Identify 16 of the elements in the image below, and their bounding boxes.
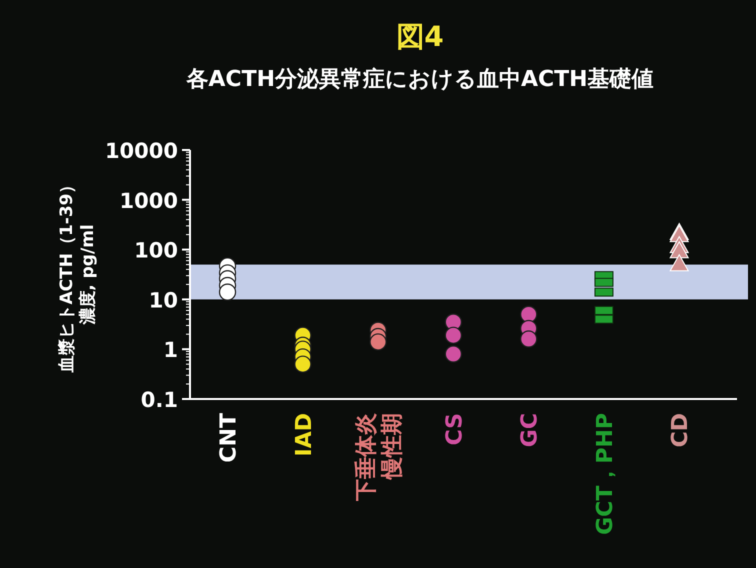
x-tick-label: GC: [518, 413, 543, 448]
y-tick-label: 0.1: [140, 388, 178, 412]
chart-subtitle: 各ACTH分泌異常症における血中ACTH基礎値: [185, 67, 654, 92]
chart-title: 図4: [396, 20, 444, 53]
y-tick-label: 10: [148, 288, 178, 312]
x-tick-label: CNT: [216, 413, 242, 463]
x-tick-label: CD: [668, 413, 694, 448]
y-axis-title: 血漿ヒトACTH（1-39）濃度, pg/ml: [57, 176, 98, 374]
y-tick-label: 100: [134, 238, 178, 263]
x-tick-label: 下垂体炎慢性期: [354, 413, 406, 502]
x-tick-label: GCT，PHP: [592, 413, 618, 535]
y-tick-label: 10000: [104, 139, 178, 163]
y-tick-label: 1000: [120, 188, 178, 213]
x-tick-label: IAD: [292, 413, 317, 456]
y-tick-label: 1: [163, 338, 178, 362]
x-tick-label: CS: [442, 413, 468, 446]
